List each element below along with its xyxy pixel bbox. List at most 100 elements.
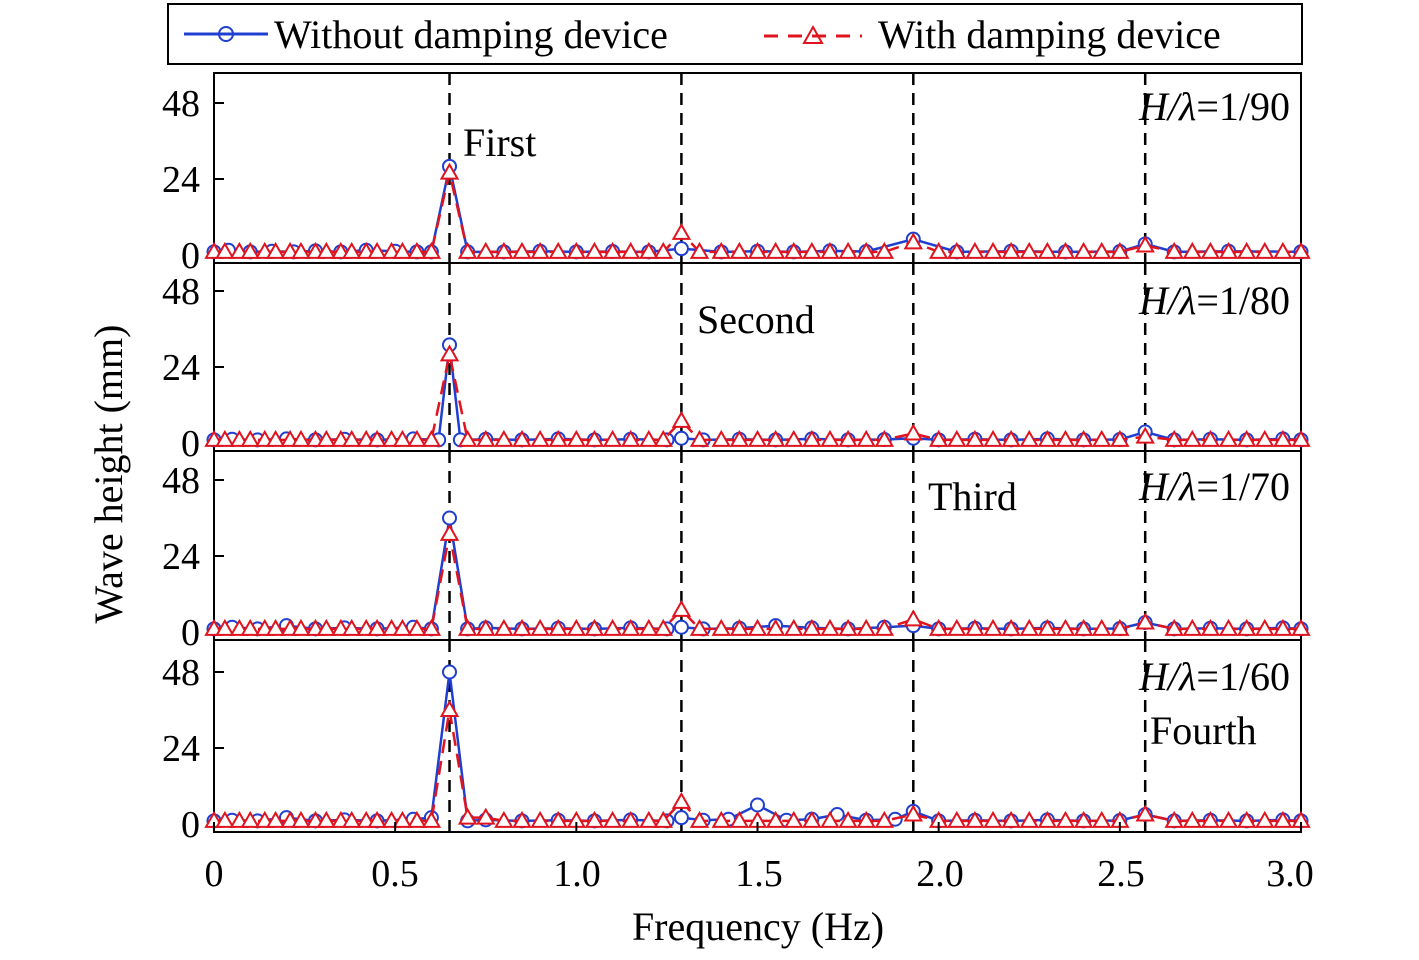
legend: Without damping device With damping devi… [167, 3, 1303, 65]
y-tick-label: 24 [162, 347, 200, 389]
legend-box [167, 3, 1303, 65]
series-point-with [765, 429, 786, 447]
series-point-with [341, 241, 362, 259]
harmonic-label-third: Third [928, 474, 1017, 519]
series-point-with [421, 810, 442, 828]
series-point-with [476, 429, 496, 447]
series-point-with [620, 810, 641, 828]
series-point-with [457, 807, 478, 825]
series-point-with [291, 241, 311, 259]
series-point-with [566, 429, 587, 447]
series-point-with [1073, 241, 1094, 259]
series-point-with [494, 429, 514, 447]
series-point-with [566, 618, 587, 636]
series-point-with [820, 241, 840, 259]
series-point-with [316, 429, 337, 447]
series-point-with [367, 618, 387, 636]
legend-item-with: With damping device [764, 12, 1221, 57]
series-point-with [392, 241, 413, 259]
series-point-with [765, 810, 786, 828]
y-tick-label: 48 [162, 460, 200, 502]
series-point-with [512, 241, 532, 259]
series-point-without [673, 430, 689, 446]
series-point-with [1164, 810, 1184, 828]
series-point-with [584, 810, 605, 828]
series-point-with [729, 241, 750, 259]
series-point-with [407, 618, 427, 636]
harmonic-label-fourth: Fourth [1150, 708, 1257, 753]
series-point-with [653, 810, 674, 828]
harmonic-labels: First Second Third Fourth [463, 120, 1257, 753]
series-point-with [965, 241, 985, 259]
series-point-with [903, 423, 924, 441]
series-point-with [1291, 429, 1311, 447]
series-point-with [1073, 429, 1094, 447]
series-point-with [784, 429, 804, 447]
series-point-with [494, 810, 514, 828]
series-point-with [291, 429, 311, 447]
y-axis-title: Wave height (mm) [86, 325, 131, 624]
x-axis-title: Frequency (Hz) [632, 904, 884, 949]
series-point-without [442, 664, 458, 680]
series-point-with [856, 618, 876, 636]
series-point-with [689, 429, 710, 447]
series-point-without [673, 619, 689, 635]
panel-labels: H/λ=1/90 H/λ=1/80 H/λ=1/70 H/λ=1/60 [1138, 84, 1290, 699]
series-point-with [765, 241, 786, 259]
series-point-with [784, 810, 804, 828]
series-point-with [291, 618, 311, 636]
series-point-with [747, 429, 768, 447]
series-point-without [673, 810, 689, 826]
series-point-with [240, 241, 260, 259]
series-point-with [1055, 810, 1076, 828]
series-point-with [421, 618, 442, 636]
series-point-with [1110, 618, 1130, 636]
series-point-with [1182, 618, 1203, 636]
panel-label-3: H/λ=1/70 [1138, 464, 1290, 509]
series-point-with [476, 807, 496, 825]
series-point-with [1001, 810, 1021, 828]
legend-marker-triangle-icon [802, 24, 824, 44]
series-point-with [1255, 429, 1275, 447]
series-point-with [1037, 241, 1058, 259]
series-point-with [602, 241, 623, 259]
series-point-with [729, 618, 750, 636]
series-point-with [1218, 241, 1239, 259]
series-point-with [689, 810, 710, 828]
series-point-with [1273, 241, 1293, 259]
series-point-with [1291, 618, 1311, 636]
series-point-with [1200, 429, 1221, 447]
series-point-with [802, 429, 822, 447]
series-point-with [765, 618, 786, 636]
series-point-with [548, 618, 568, 636]
series-point-with [1236, 810, 1257, 828]
series-point-with [457, 241, 478, 259]
series-point-with [1019, 618, 1039, 636]
x-tick-labels: 0 0.5 1.0 1.5 2.0 2.5 3.0 [205, 853, 1314, 895]
series-point-with [1055, 618, 1076, 636]
x-tick-label: 1.0 [553, 853, 601, 895]
series-point-with [1073, 810, 1094, 828]
series-line-without [213, 344, 1302, 442]
series-point-with [421, 241, 442, 259]
series-point-with [439, 699, 460, 717]
x-tick-label: 0.5 [371, 853, 419, 895]
series-point-with [530, 618, 550, 636]
series-point-with [265, 241, 286, 259]
series-point-with [838, 241, 858, 259]
series-point-with [215, 241, 235, 259]
x-tick-label: 3.0 [1266, 853, 1314, 895]
series-point-with [367, 241, 387, 259]
series-point-with [457, 429, 478, 447]
series-point-with [947, 241, 967, 259]
series-point-with [602, 429, 623, 447]
series-point-with [903, 232, 924, 250]
series-point-with [874, 618, 895, 636]
panel-label-2: H/λ=1/80 [1138, 278, 1290, 323]
series-point-with [407, 429, 427, 447]
series-point-with [1019, 241, 1039, 259]
harmonic-label-first: First [463, 120, 536, 165]
panel-label-value: 1/90 [1219, 84, 1290, 129]
series-point-with [653, 429, 674, 447]
